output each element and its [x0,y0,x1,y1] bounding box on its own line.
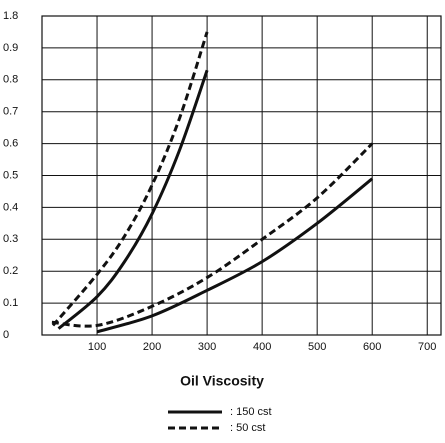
x-tick-label: 200 [143,341,161,353]
y-tick-label: 0.1 [3,297,18,309]
legend-label: : 50 cst [230,422,265,434]
legend-label: : 150 cst [230,406,272,418]
y-tick-label: 0 [3,329,9,341]
line-series [57,69,374,334]
x-tick-label: 300 [198,341,216,353]
plot-frame [41,15,442,336]
y-tick-label: 0.5 [3,169,18,181]
y-tick-label: 0.2 [3,265,18,277]
x-tick-label: 500 [308,341,326,353]
x-tick-label: 700 [418,341,436,353]
y-tick-label: 1.8 [3,10,18,22]
x-tick-label: 600 [363,341,381,353]
y-tick-label: 0.4 [3,201,18,213]
y-tick-label: 0.3 [3,233,18,245]
x-tick-label: 400 [253,341,271,353]
x-tick-label: 100 [88,341,106,353]
x-axis-title: Oil Viscosity [180,373,264,389]
line-series [51,31,374,328]
y-tick-label: 0.9 [3,42,18,54]
y-tick-label: 0.6 [3,138,18,150]
y-tick-label: 0.8 [3,74,18,86]
y-tick-label: 0.7 [3,106,18,118]
